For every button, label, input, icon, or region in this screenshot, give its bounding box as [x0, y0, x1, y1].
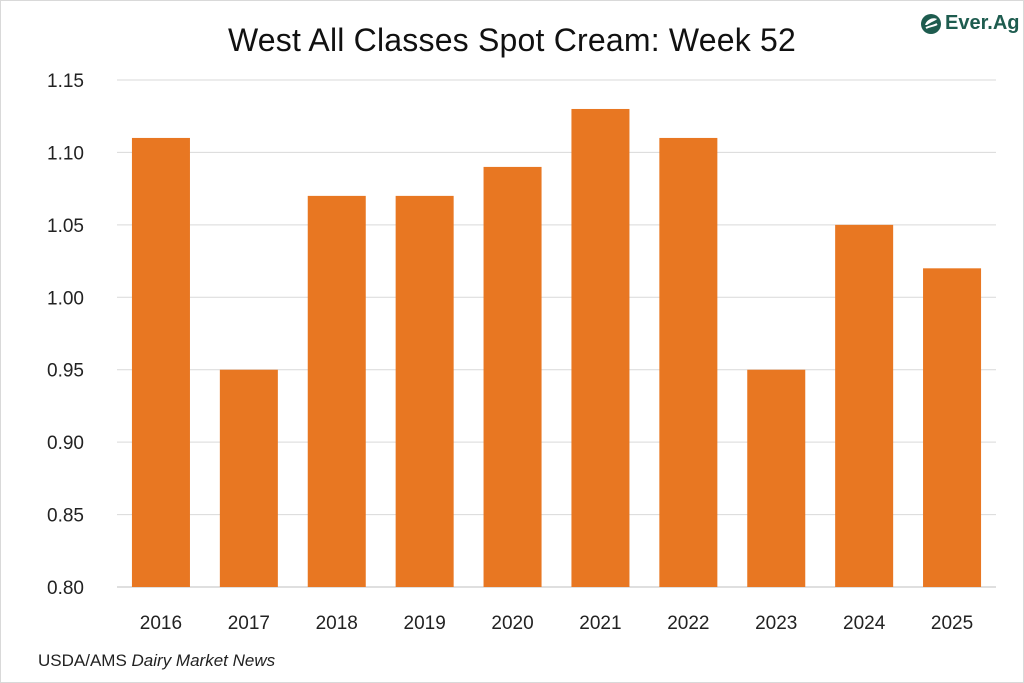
logo-text: Ever.Ag	[945, 12, 1020, 34]
x-tick-label: 2019	[404, 613, 446, 634]
source-note: USDA/AMS Dairy Market News	[38, 651, 275, 671]
y-tick-label: 1.15	[47, 71, 84, 92]
ever-ag-logo: Ever.Ag	[920, 12, 1019, 35]
y-tick-label: 1.05	[47, 216, 84, 237]
chart-title: West All Classes Spot Cream: Week 52	[227, 22, 796, 58]
x-tick-label: 2020	[491, 613, 533, 634]
bar-2024	[835, 224, 894, 587]
bar-2018	[307, 195, 366, 587]
bar-2022	[659, 137, 718, 587]
y-tick-label: 0.80	[47, 578, 84, 599]
y-tick-label: 1.10	[47, 143, 84, 164]
y-tick-label: 0.90	[47, 433, 84, 454]
y-tick-label: 0.95	[47, 361, 84, 382]
bar-2021	[571, 108, 630, 587]
bar-2017	[219, 369, 278, 587]
bar-2016	[131, 137, 190, 587]
ever-ag-leaf-icon	[921, 13, 941, 34]
x-tick-label: 2018	[316, 613, 358, 634]
bar-2019	[395, 195, 454, 587]
y-tick-label: 0.85	[47, 506, 84, 527]
source-italic: Dairy Market News	[131, 651, 276, 670]
x-tick-label: 2021	[579, 613, 621, 634]
x-tick-label: 2016	[140, 613, 182, 634]
bar-2023	[747, 369, 806, 587]
x-tick-label: 2024	[843, 613, 886, 634]
bar-2025	[923, 268, 982, 587]
x-tick-label: 2017	[228, 613, 270, 634]
y-tick-label: 1.00	[47, 288, 84, 309]
source-prefix: USDA/AMS	[38, 651, 132, 670]
x-tick-label: 2022	[667, 613, 709, 634]
bar-2020	[483, 166, 542, 587]
x-tick-label: 2023	[755, 613, 797, 634]
x-tick-label: 2025	[931, 613, 973, 634]
